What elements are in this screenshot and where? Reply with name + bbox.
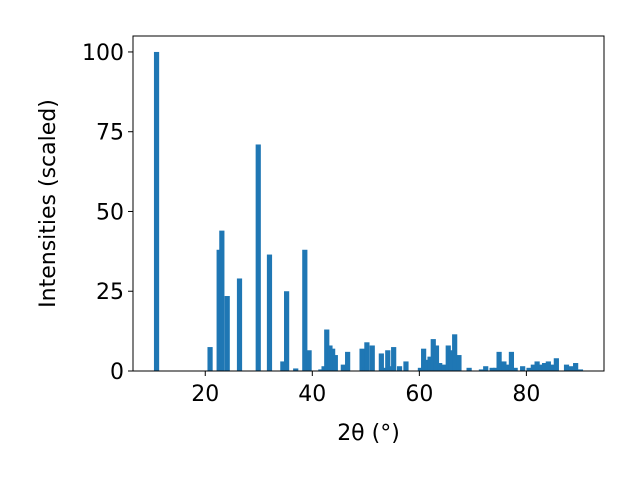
bar <box>284 291 290 371</box>
y-tick-label: 100 <box>82 41 124 66</box>
x-tick-label: 80 <box>512 382 540 407</box>
x-tick-label: 60 <box>405 382 433 407</box>
bar <box>391 347 397 371</box>
bar <box>456 355 462 371</box>
bar <box>403 361 409 371</box>
bar <box>321 366 327 371</box>
bar <box>496 351 502 371</box>
y-axis: 0 25 50 75 100 <box>82 41 133 385</box>
y-tick-label: 0 <box>110 360 124 385</box>
bar <box>545 361 551 371</box>
y-tick-label: 50 <box>96 200 124 225</box>
plot-frame <box>132 35 605 372</box>
bar <box>306 350 312 371</box>
bar <box>387 366 394 371</box>
bar <box>577 369 584 371</box>
bar <box>153 51 160 371</box>
bar <box>549 364 555 371</box>
bar <box>526 367 532 371</box>
bar <box>568 366 574 371</box>
bar <box>433 345 440 371</box>
bar <box>385 350 391 371</box>
bar <box>396 366 403 371</box>
bar <box>327 345 333 371</box>
bar <box>293 368 299 371</box>
bar <box>553 358 559 371</box>
bar <box>437 363 443 371</box>
bar <box>483 366 489 371</box>
bar <box>466 367 472 371</box>
bar <box>302 249 308 371</box>
bar <box>441 364 447 371</box>
bar <box>332 355 338 371</box>
bar <box>520 366 526 371</box>
bar <box>224 296 230 371</box>
bar <box>489 367 495 371</box>
bar <box>478 369 485 371</box>
bars-group <box>153 51 584 371</box>
bar <box>266 254 273 371</box>
bar <box>421 348 427 371</box>
bar <box>448 350 455 371</box>
bar <box>505 364 511 371</box>
bar <box>534 361 540 371</box>
bar <box>427 356 433 371</box>
bar <box>340 364 346 371</box>
bar <box>219 230 225 371</box>
bar <box>452 334 458 371</box>
bar <box>255 144 261 371</box>
bar <box>318 369 324 371</box>
y-axis-title: Intensities (scaled) <box>36 99 61 308</box>
bar <box>378 353 384 371</box>
bar <box>324 329 330 371</box>
bar <box>573 363 579 371</box>
bar <box>207 347 213 371</box>
x-tick-label: 20 <box>191 382 219 407</box>
x-tick-label: 40 <box>298 382 326 407</box>
bar <box>430 339 436 371</box>
bar <box>216 249 222 371</box>
bar <box>369 345 375 371</box>
bar <box>538 364 544 371</box>
bar <box>359 348 365 371</box>
bar <box>563 364 570 371</box>
bar <box>364 342 370 371</box>
bar <box>508 351 515 371</box>
bar <box>330 348 336 371</box>
bar <box>424 359 430 371</box>
x-axis-title: 2θ (°) <box>337 421 400 446</box>
bar <box>530 364 536 371</box>
x-axis: 20 40 60 80 <box>191 371 540 407</box>
bar <box>417 367 424 371</box>
bar <box>541 363 548 371</box>
bar <box>501 361 507 371</box>
bar <box>280 361 286 371</box>
bar <box>345 351 351 371</box>
y-tick-label: 25 <box>96 280 124 305</box>
bar <box>493 367 499 371</box>
y-tick-label: 75 <box>96 121 124 146</box>
bar <box>236 278 243 371</box>
bar <box>445 345 451 371</box>
bar <box>512 367 518 371</box>
